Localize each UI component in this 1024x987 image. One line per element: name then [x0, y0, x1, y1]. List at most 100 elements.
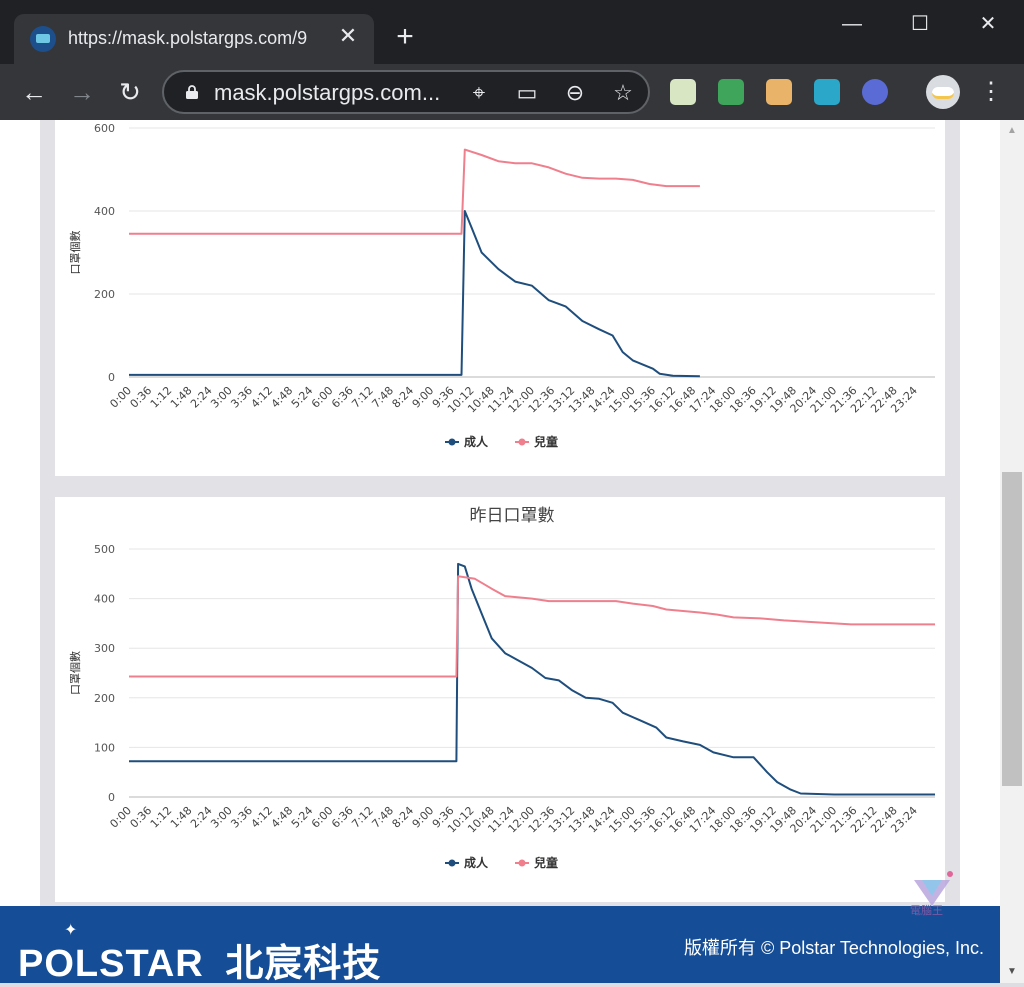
- x-tick-label: 3:36: [228, 384, 255, 411]
- y-tick-label: 500: [94, 543, 115, 556]
- legend-marker: [518, 859, 526, 867]
- minimize-button[interactable]: —: [842, 13, 862, 35]
- legend-marker: [518, 438, 526, 446]
- x-tick-label: 7:48: [369, 384, 396, 411]
- x-tick-label: 2:24: [188, 384, 215, 411]
- x-tick-label: 7:12: [349, 384, 376, 411]
- tab-strip: https://mask.polstargps.com/9 ✕ + — ☐ ✕: [0, 0, 1024, 64]
- tab-title: https://mask.polstargps.com/9: [68, 28, 308, 48]
- series-line-child: [129, 575, 935, 678]
- legend-item-child: 兒童: [515, 855, 558, 870]
- y-axis-title: 口罩個數: [69, 231, 82, 275]
- legend-marker: [448, 438, 456, 446]
- active-tab[interactable]: https://mask.polstargps.com/9 ✕: [14, 14, 374, 64]
- polstar-logo[interactable]: POLSTAR 北宸科技: [18, 932, 381, 985]
- y-axis-title: 口罩個數: [69, 651, 82, 695]
- extension-notes-icon[interactable]: [670, 79, 696, 105]
- today-mask-chart: 0 200 400 600 口罩個數 0:000:361:121:482:243:003:…: [69, 122, 935, 449]
- extension-mail-icon[interactable]: [718, 79, 744, 105]
- x-tick-label: 0:36: [128, 804, 155, 831]
- extension-box-icon[interactable]: [766, 79, 792, 105]
- x-tick-label: 6:36: [329, 804, 356, 831]
- x-tick-label: 9:00: [410, 804, 437, 831]
- x-tick-label: 4:48: [269, 384, 296, 411]
- x-tick-label: 0:36: [128, 384, 155, 411]
- zoom-icon[interactable]: ⊖: [565, 80, 585, 105]
- address-bar[interactable]: mask.polstargps.com... ⌖ ▭ ⊖ ☆: [162, 70, 650, 114]
- reload-button[interactable]: ↻: [119, 77, 141, 107]
- x-tick-label: 0:00: [107, 804, 134, 831]
- x-tick-label: 6:00: [309, 384, 336, 411]
- scroll-down-arrow-icon[interactable]: ▼: [1007, 966, 1017, 977]
- x-tick-label: 7:48: [369, 804, 396, 831]
- y-tick-label: 600: [94, 122, 115, 135]
- legend-marker: [448, 859, 456, 867]
- x-tick-label: 8:24: [390, 384, 417, 411]
- url-text[interactable]: mask.polstargps.com...: [214, 80, 441, 105]
- legend-label: 兒童: [534, 434, 558, 449]
- x-tick-label: 4:12: [249, 384, 276, 411]
- y-tick-label: 400: [94, 593, 115, 606]
- series-line-adult: [129, 562, 935, 796]
- series-line-adult: [129, 210, 700, 378]
- y-tick-label: 300: [94, 642, 115, 655]
- x-tick-label: 6:36: [329, 384, 356, 411]
- y-tick-label: 100: [94, 741, 115, 754]
- site-favicon-icon: [30, 26, 56, 52]
- scroll-up-arrow-icon[interactable]: ▲: [1007, 125, 1017, 136]
- series-line-child: [129, 148, 700, 235]
- extension-share-icon[interactable]: [814, 79, 840, 105]
- lock-icon[interactable]: [186, 85, 198, 99]
- forward-button[interactable]: →: [69, 77, 95, 107]
- x-tick-label: 2:24: [188, 804, 215, 831]
- location-icon[interactable]: ⌖: [472, 80, 486, 105]
- scroll-thumb[interactable]: [1002, 472, 1022, 786]
- page-viewport: 0 200 400 600 口罩個數 0:00 0:36 1:12 1:48 2:24 3:00 3:…: [0, 120, 1000, 983]
- x-tick-label: 1:48: [168, 804, 195, 831]
- watermark-logo-icon: [914, 871, 953, 906]
- x-tick-label: 5:24: [289, 384, 316, 411]
- extension-face-icon[interactable]: [862, 79, 888, 105]
- x-tick-label: 9:00: [410, 384, 437, 411]
- brand-chinese: 北宸科技: [225, 943, 382, 985]
- legend-item-adult: 成人: [445, 434, 489, 449]
- bookmark-star-icon[interactable]: ☆: [613, 80, 633, 105]
- yesterday-chart-card: 昨日口罩數 0 100 200 300 400 500 口罩個數 0:00 0:36 1:12 1:4…: [55, 497, 945, 902]
- y-tick-label: 400: [94, 205, 115, 218]
- legend-label: 兒童: [534, 855, 558, 870]
- legend-item-adult: 成人: [445, 855, 489, 870]
- x-tick-label: 3:00: [208, 384, 235, 411]
- new-tab-button[interactable]: +: [396, 20, 414, 53]
- x-tick-label: 6:00: [309, 804, 336, 831]
- watermark-text: 電腦王: [910, 905, 943, 917]
- brand-english: POLSTAR: [18, 943, 204, 985]
- today-chart-card: 0 200 400 600 口罩個數 0:00 0:36 1:12 1:48 2:24 3:00 3:…: [55, 120, 945, 476]
- legend-label: 成人: [464, 434, 489, 449]
- tab-close-icon[interactable]: ✕: [338, 23, 358, 48]
- browser-toolbar: ← → ↻ mask.polstargps.com... ⌖ ▭ ⊖ ☆ ⋮: [0, 64, 1024, 120]
- x-tick-label: 3:36: [228, 804, 255, 831]
- site-footer: ✦ POLSTAR 北宸科技 版權所有 © Polstar Technologi…: [0, 906, 1000, 985]
- profile-avatar[interactable]: [926, 75, 960, 109]
- legend-item-child: 兒童: [515, 434, 558, 449]
- cast-icon[interactable]: ▭: [516, 80, 538, 105]
- x-tick-label: 1:12: [148, 384, 175, 411]
- legend-label: 成人: [464, 855, 489, 870]
- x-tick-label: 1:12: [148, 804, 175, 831]
- x-tick-label: 4:12: [249, 804, 276, 831]
- copyright-text: 版權所有 © Polstar Technologies, Inc.: [683, 938, 984, 958]
- x-tick-label: 5:24: [289, 804, 316, 831]
- close-window-button[interactable]: ✕: [979, 13, 997, 35]
- x-tick-label: 0:00: [107, 384, 134, 411]
- menu-icon[interactable]: ⋮: [979, 78, 1003, 105]
- x-tick-label: 7:12: [349, 804, 376, 831]
- y-tick-label: 0: [108, 371, 115, 384]
- back-button[interactable]: ←: [21, 77, 47, 107]
- x-tick-label: 3:00: [208, 804, 235, 831]
- x-tick-label: 4:48: [269, 804, 296, 831]
- y-tick-label: 0: [108, 791, 115, 804]
- logo-star-icon: ✦: [64, 922, 78, 939]
- yesterday-mask-chart: 昨日口罩數 0 100 200 300 400 500 口罩個數 0:000:361:121:4…: [69, 506, 935, 870]
- page-scrollbar[interactable]: ▲ ▼: [1000, 120, 1024, 983]
- maximize-button[interactable]: ☐: [911, 13, 929, 35]
